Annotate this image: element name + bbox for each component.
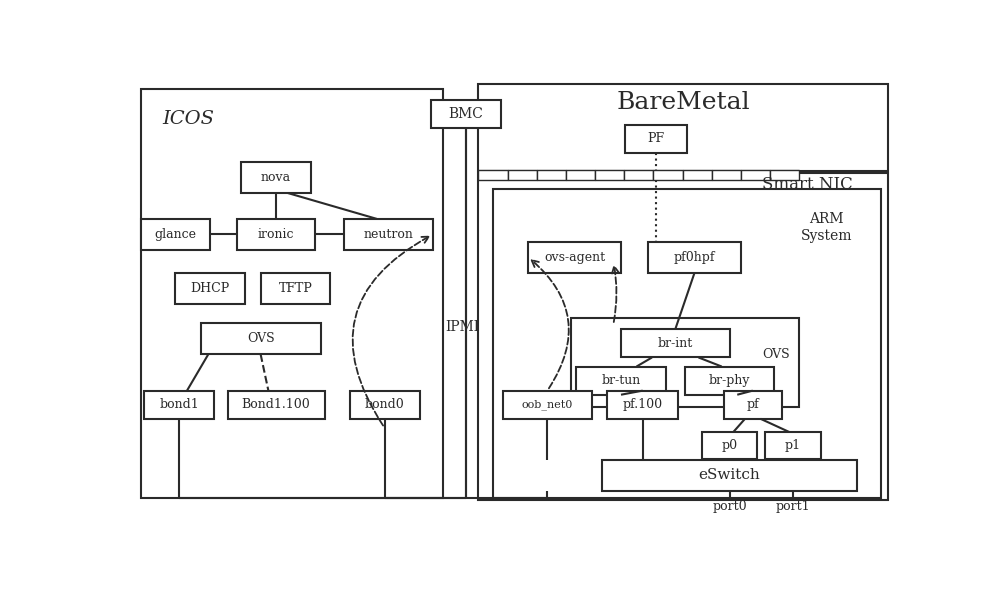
Text: nova: nova [261,171,291,184]
Text: glance: glance [154,228,196,241]
Bar [528,242,621,273]
Text: Smart NIC: Smart NIC [762,176,852,193]
Bar [625,125,687,153]
Bar [702,432,757,459]
Bar [144,391,214,419]
Bar [724,391,782,419]
FancyArrowPatch shape [612,266,619,322]
Text: OVS: OVS [247,332,274,345]
Text: br-int: br-int [658,337,693,350]
Text: ICOS: ICOS [162,110,214,127]
Text: pf0hpf: pf0hpf [674,251,715,264]
Text: p1: p1 [785,439,801,452]
Text: port1: port1 [776,500,810,513]
Text: BareMetal: BareMetal [616,91,750,114]
Text: oob_net0: oob_net0 [522,399,573,410]
Bar [478,170,508,180]
Bar [140,89,443,498]
Bar [683,170,712,180]
Bar [237,219,315,250]
Text: pf: pf [746,398,759,411]
Text: eSwitch: eSwitch [699,468,760,482]
Text: pf.100: pf.100 [623,398,663,411]
Bar [566,170,595,180]
Text: ARM
System: ARM System [801,212,852,242]
Text: ironic: ironic [258,228,294,241]
Bar [228,391,325,419]
Bar [503,391,592,419]
Bar [621,329,730,358]
Bar [595,170,624,180]
Bar [241,162,311,193]
Bar [344,219,433,250]
Bar [770,170,799,180]
Text: TFTP: TFTP [279,283,312,296]
Bar [175,273,245,304]
Bar [765,432,821,459]
Bar [712,170,741,180]
Text: p0: p0 [721,439,738,452]
Bar [478,173,888,500]
Bar [493,189,881,498]
Bar [201,323,321,354]
Text: bond0: bond0 [365,398,404,411]
Text: Bond1.100: Bond1.100 [242,398,310,411]
Bar [648,242,741,273]
Text: br-tun: br-tun [601,374,641,387]
Text: port0: port0 [712,500,747,513]
Text: DHCP: DHCP [191,283,230,296]
FancyArrowPatch shape [353,237,429,425]
Bar [478,84,888,171]
Bar [537,170,566,180]
Bar [261,273,330,304]
Bar [571,319,799,407]
Text: IPMI: IPMI [445,320,479,335]
Text: OVS: OVS [762,348,790,361]
Bar [624,170,653,180]
Text: PF: PF [647,132,664,146]
Text: neutron: neutron [364,228,413,241]
Bar [508,170,537,180]
Bar [685,366,774,395]
Bar [653,170,683,180]
Bar [431,100,501,128]
Bar [602,460,857,490]
Text: ovs-agent: ovs-agent [544,251,605,264]
Text: BMC: BMC [449,107,483,121]
Bar [350,391,420,419]
FancyArrowPatch shape [532,260,569,388]
Bar [140,219,210,250]
Bar [607,391,678,419]
Bar [576,366,666,395]
Bar [741,170,770,180]
Text: br-phy: br-phy [709,374,750,387]
Text: bond1: bond1 [159,398,199,411]
